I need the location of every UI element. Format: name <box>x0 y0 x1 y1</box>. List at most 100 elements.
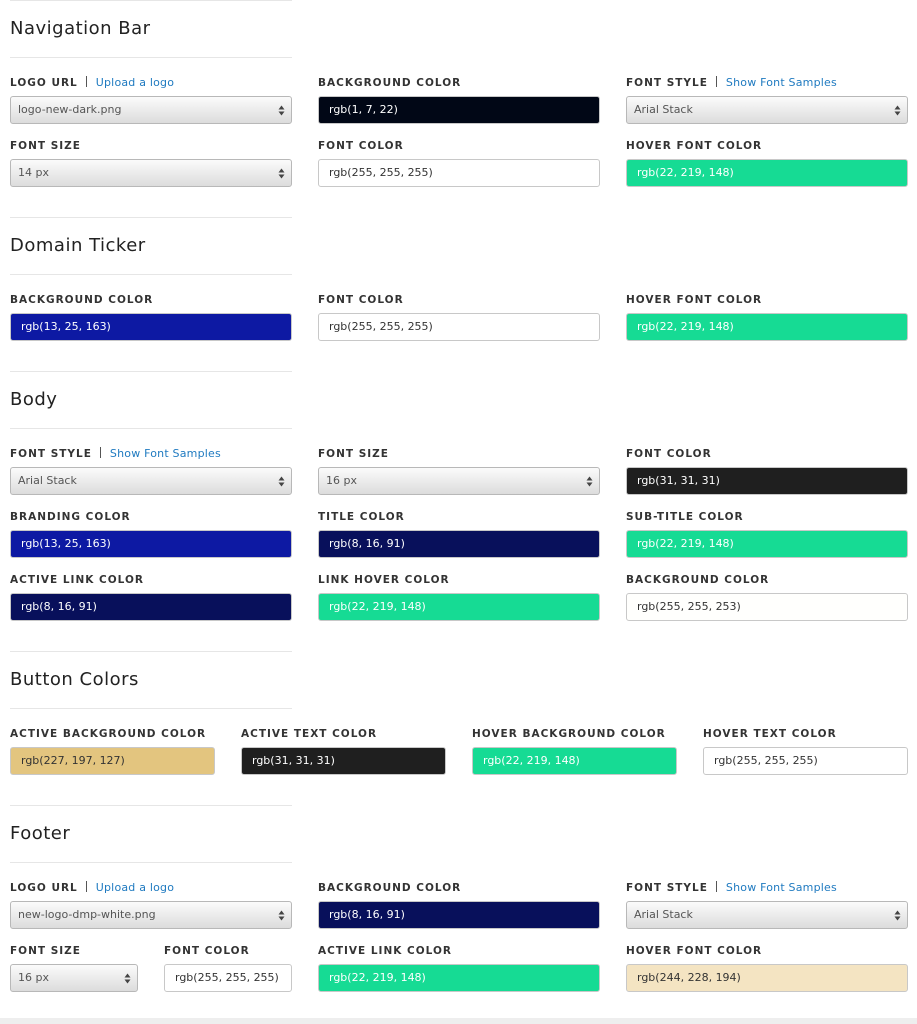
field-label: HOVER FONT COLOR <box>626 944 762 958</box>
color-field[interactable]: rgb(22, 219, 148) <box>318 964 600 992</box>
field-value: 16 px <box>326 474 357 487</box>
select-arrow <box>894 105 901 116</box>
color-field[interactable]: rgb(8, 16, 91) <box>10 593 292 621</box>
field-value: new-logo-dmp-white.png <box>18 908 156 921</box>
label-separator <box>715 76 717 87</box>
field-label: ACTIVE BACKGROUND COLOR <box>10 727 206 741</box>
field-label: ACTIVE TEXT COLOR <box>241 727 377 741</box>
select-field[interactable]: Arial Stack <box>626 96 908 124</box>
title-rule <box>10 57 292 58</box>
label-text: ACTIVE LINK COLOR <box>318 945 452 957</box>
color-field[interactable]: rgb(31, 31, 31) <box>241 747 446 775</box>
label-text: ACTIVE BACKGROUND COLOR <box>10 728 207 740</box>
field-value: rgb(22, 219, 148) <box>637 320 734 333</box>
field-value: rgb(31, 31, 31) <box>252 754 335 767</box>
field-value: rgb(255, 255, 255) <box>329 320 433 333</box>
field-label: BACKGROUND COLOR <box>318 76 461 90</box>
color-field[interactable]: rgb(227, 197, 127) <box>10 747 215 775</box>
field-label: HOVER FONT COLOR <box>626 139 762 153</box>
color-field[interactable]: rgb(255, 255, 255) <box>164 964 292 992</box>
color-field[interactable]: rgb(22, 219, 148) <box>626 530 908 558</box>
field-value: rgb(22, 219, 148) <box>637 166 734 179</box>
label-text: BACKGROUND COLOR <box>318 77 462 89</box>
select-field[interactable]: 16 px <box>318 467 600 495</box>
field-value: rgb(22, 219, 148) <box>637 537 734 550</box>
label-separator <box>715 881 717 892</box>
field-label: HOVER FONT COLOR <box>626 293 762 307</box>
label-text: FONT COLOR <box>626 448 712 460</box>
select-arrow <box>586 476 593 487</box>
label-text: FONT SIZE <box>318 448 389 460</box>
label-text: LOGO URL <box>10 77 78 89</box>
color-field[interactable]: rgb(22, 219, 148) <box>472 747 677 775</box>
section-divider <box>10 371 292 372</box>
color-field[interactable]: rgb(22, 219, 148) <box>318 593 600 621</box>
color-field[interactable]: rgb(8, 16, 91) <box>318 530 600 558</box>
title-rule <box>10 708 292 709</box>
color-field[interactable]: rgb(13, 25, 163) <box>10 530 292 558</box>
color-field[interactable]: rgb(255, 255, 255) <box>318 313 600 341</box>
field-value: 14 px <box>18 166 49 179</box>
field-label: FONT STYLE Show Font Samples <box>10 447 221 461</box>
field-value: rgb(8, 16, 91) <box>21 600 97 613</box>
field-label: FONT STYLE Show Font Samples <box>626 76 837 90</box>
color-field[interactable]: rgb(22, 219, 148) <box>626 313 908 341</box>
label-text: HOVER FONT COLOR <box>626 945 763 957</box>
label-text: ACTIVE LINK COLOR <box>10 574 144 586</box>
select-field[interactable]: 16 px <box>10 964 138 992</box>
section-divider <box>10 651 292 652</box>
label-text: BRANDING COLOR <box>10 511 131 523</box>
field-value: rgb(8, 16, 91) <box>329 908 405 921</box>
field-value: logo-new-dark.png <box>18 103 122 116</box>
color-field[interactable]: rgb(255, 255, 255) <box>703 747 908 775</box>
color-field[interactable]: rgb(13, 25, 163) <box>10 313 292 341</box>
field-value: rgb(8, 16, 91) <box>329 537 405 550</box>
field-value: rgb(22, 219, 148) <box>329 971 426 984</box>
label-text: FONT SIZE <box>10 140 81 152</box>
select-field[interactable]: Arial Stack <box>10 467 292 495</box>
field-value: rgb(22, 219, 148) <box>329 600 426 613</box>
field-label: FONT COLOR <box>626 447 712 461</box>
color-field[interactable]: rgb(1, 7, 22) <box>318 96 600 124</box>
color-field[interactable]: rgb(31, 31, 31) <box>626 467 908 495</box>
label-text: HOVER FONT COLOR <box>626 294 763 306</box>
field-label: BACKGROUND COLOR <box>318 881 461 895</box>
label-text: HOVER FONT COLOR <box>626 140 763 152</box>
select-field[interactable]: 14 px <box>10 159 292 187</box>
color-field[interactable]: rgb(22, 219, 148) <box>626 159 908 187</box>
field-label: FONT COLOR <box>318 139 404 153</box>
color-field[interactable]: rgb(8, 16, 91) <box>318 901 600 929</box>
select-arrow <box>278 105 285 116</box>
select-field[interactable]: logo-new-dark.png <box>10 96 292 124</box>
label-link[interactable]: Show Font Samples <box>725 881 837 894</box>
field-value: rgb(227, 197, 127) <box>21 754 125 767</box>
color-field[interactable]: rgb(255, 255, 253) <box>626 593 908 621</box>
label-separator <box>85 76 87 87</box>
label-text: HOVER BACKGROUND COLOR <box>472 728 666 740</box>
select-arrow <box>894 910 901 921</box>
label-link[interactable]: Upload a logo <box>95 76 175 89</box>
label-text: FONT STYLE <box>626 77 708 89</box>
field-label: FONT SIZE <box>318 447 389 461</box>
field-value: Arial Stack <box>634 908 693 921</box>
field-value: 16 px <box>18 971 49 984</box>
field-label: LINK HOVER COLOR <box>318 573 450 587</box>
section-divider <box>10 0 292 1</box>
color-field[interactable]: rgb(255, 255, 255) <box>318 159 600 187</box>
field-label: BRANDING COLOR <box>10 510 131 524</box>
section-title: Navigation Bar <box>10 18 151 39</box>
field-label: SUB-TITLE COLOR <box>626 510 744 524</box>
section-divider <box>10 805 292 806</box>
label-link[interactable]: Upload a logo <box>95 881 175 894</box>
field-label: HOVER BACKGROUND COLOR <box>472 727 666 741</box>
label-link[interactable]: Show Font Samples <box>109 447 221 460</box>
label-text: TITLE COLOR <box>318 511 405 523</box>
select-field[interactable]: new-logo-dmp-white.png <box>10 901 292 929</box>
section-title: Body <box>10 389 58 410</box>
label-link[interactable]: Show Font Samples <box>725 76 837 89</box>
select-field[interactable]: Arial Stack <box>626 901 908 929</box>
section-divider <box>10 217 292 218</box>
color-field[interactable]: rgb(244, 228, 194) <box>626 964 908 992</box>
label-text: ACTIVE TEXT COLOR <box>241 728 378 740</box>
